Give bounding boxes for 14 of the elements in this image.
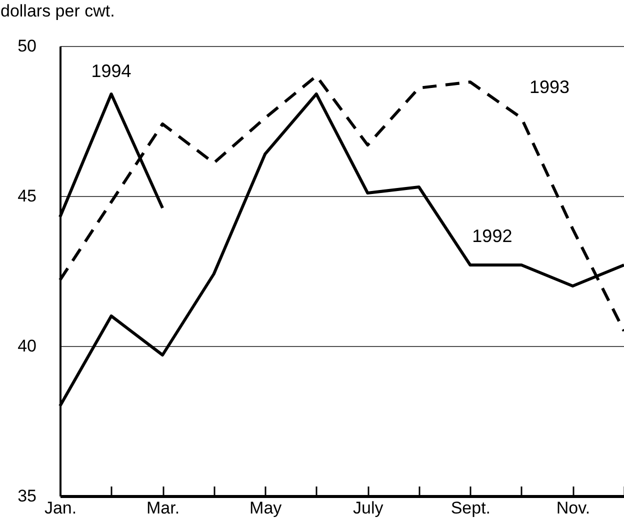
y-tick-label: 50 — [18, 36, 36, 56]
y-axis-title: dollars per cwt. — [0, 2, 115, 20]
x-tick-label: Nov. — [556, 498, 590, 518]
series-label: 1993 — [529, 77, 570, 97]
series-label: 1992 — [472, 226, 512, 246]
x-tick-label: May — [250, 498, 282, 518]
x-tick-label: Sept. — [450, 498, 491, 518]
series-label: 1994 — [91, 61, 132, 81]
y-tick-label: 40 — [18, 336, 36, 356]
y-tick-label: 45 — [18, 186, 36, 206]
x-tick-label: Jan. — [44, 498, 77, 518]
x-tick-label: July — [353, 498, 384, 518]
x-tick-label: Mar. — [146, 498, 180, 518]
y-tick-label: 35 — [18, 486, 36, 506]
